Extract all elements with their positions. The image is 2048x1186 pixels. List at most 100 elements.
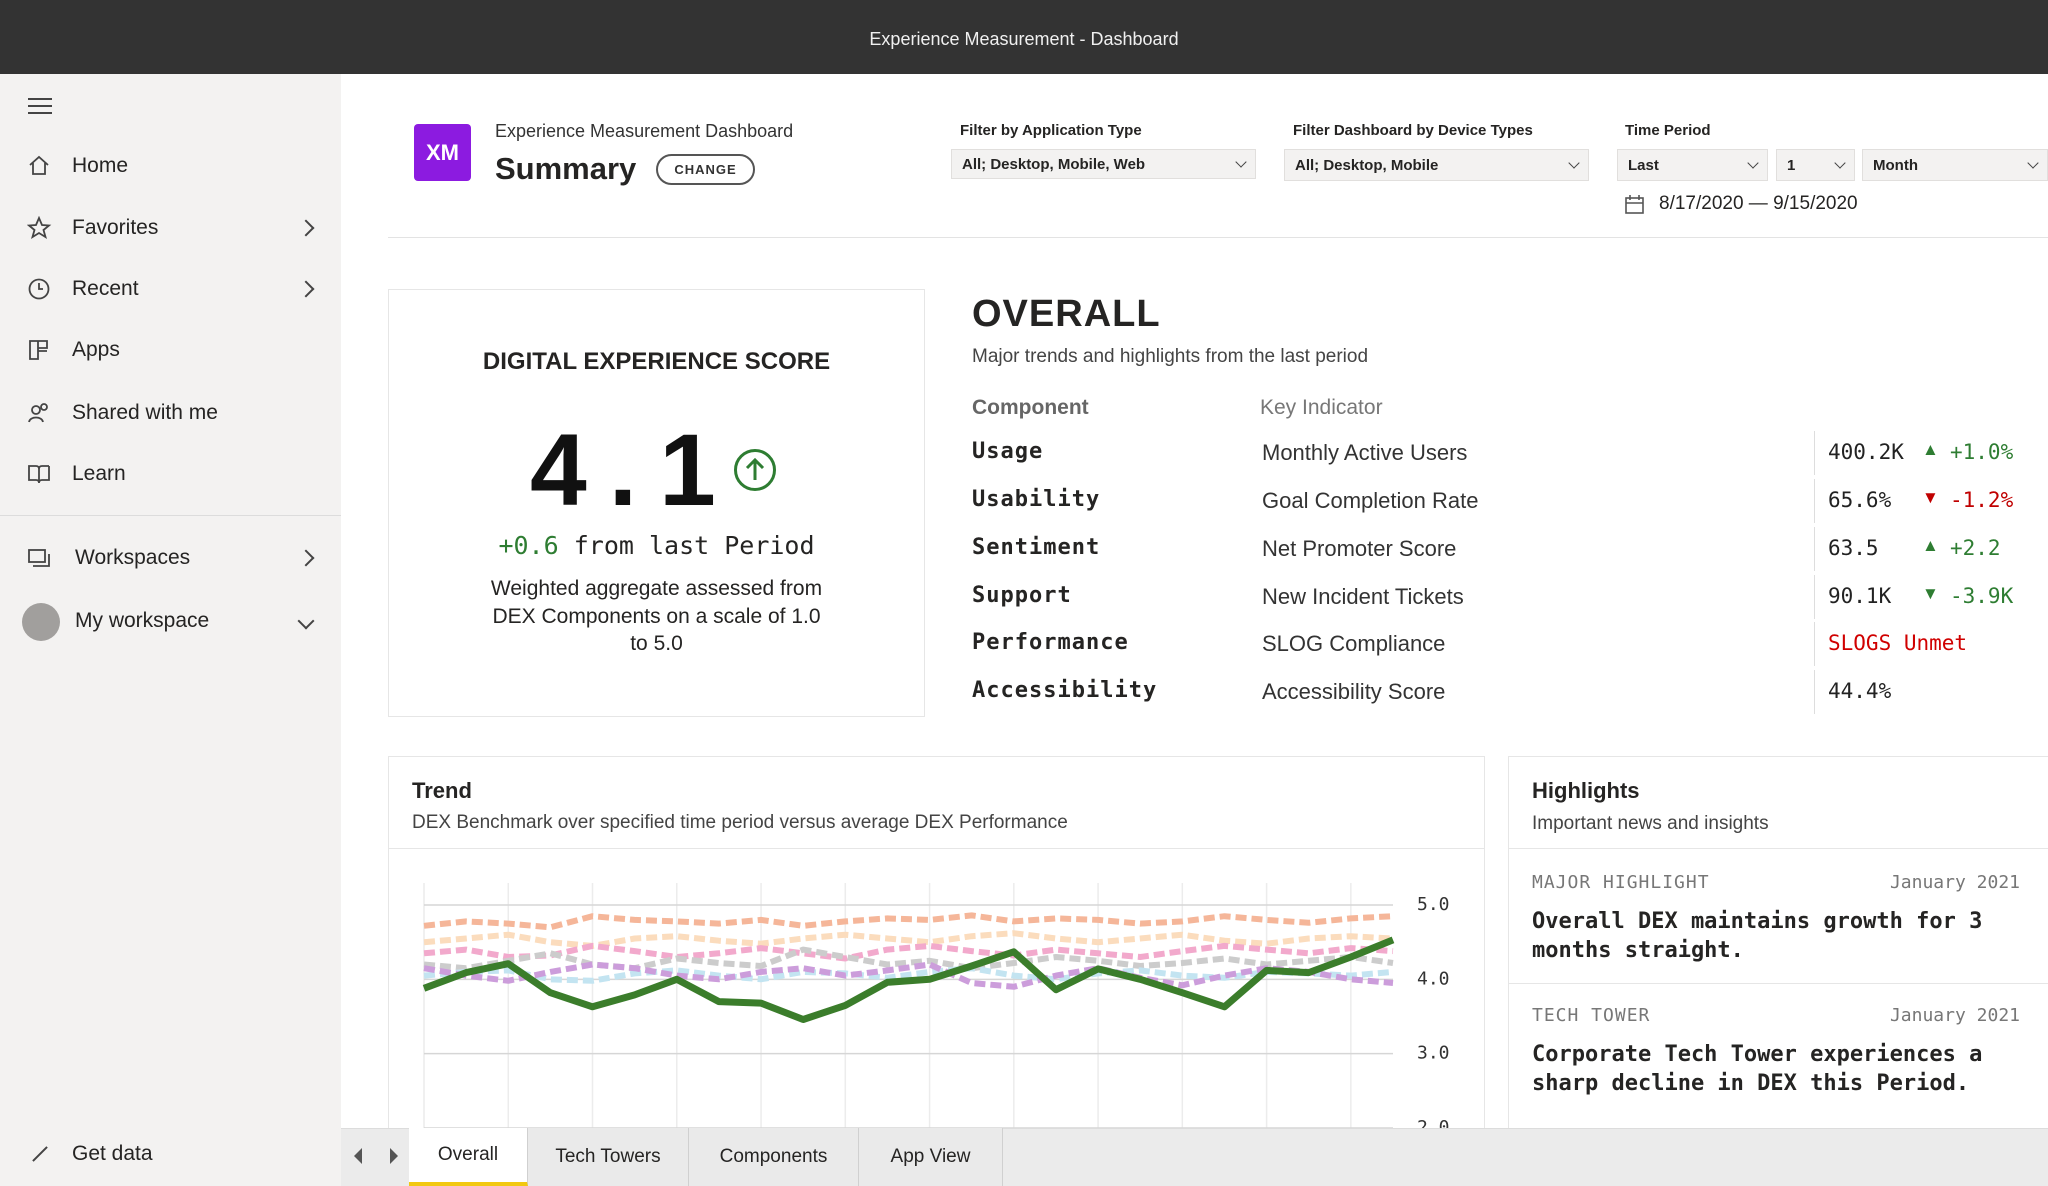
highlights-panel bbox=[1508, 756, 2048, 1186]
avatar bbox=[22, 603, 60, 641]
nav-label: Shared with me bbox=[72, 401, 218, 424]
header-title: Summary bbox=[495, 151, 637, 186]
column-divider bbox=[1814, 575, 1815, 619]
value: 400.2K bbox=[1828, 440, 1904, 464]
logo: XM bbox=[414, 124, 471, 181]
nav-label: My workspace bbox=[75, 609, 210, 632]
trend-subtitle: DEX Benchmark over specified time period… bbox=[412, 812, 1068, 833]
performance-line bbox=[422, 936, 1395, 1023]
sidebar-divider bbox=[0, 515, 341, 516]
score-title: DIGITAL EXPERIENCE SCORE bbox=[482, 348, 831, 375]
component: Accessibility bbox=[972, 678, 1158, 703]
dropdown[interactable]: Month bbox=[1862, 149, 2048, 181]
change: -3.9K bbox=[1950, 584, 2014, 608]
highlight-date: January 2021 bbox=[1889, 872, 2020, 893]
tab[interactable]: Tech Towers bbox=[528, 1128, 689, 1186]
component: Support bbox=[972, 583, 1072, 608]
dropdown-value: Last bbox=[1628, 156, 1659, 174]
nav-label: Home bbox=[72, 154, 129, 177]
value: 90.1K bbox=[1828, 584, 1892, 608]
column-divider bbox=[1814, 622, 1815, 666]
dropdown[interactable]: All; Desktop, Mobile, Web bbox=[951, 149, 1256, 179]
trend-arrow: ▲ bbox=[1922, 440, 1939, 459]
highlight-text[interactable]: Corporate Tech Tower experiences a sharp… bbox=[1532, 1042, 1983, 1096]
change: -1.2% bbox=[1950, 488, 2014, 512]
score-value: 4.1 bbox=[530, 413, 738, 527]
column-divider bbox=[1814, 527, 1815, 571]
benchmark-line bbox=[423, 930, 1394, 949]
trend-title: Trend bbox=[412, 778, 472, 803]
dropdown-value: All; Desktop, Mobile bbox=[1295, 156, 1439, 174]
nav-label: Apps bbox=[72, 338, 120, 361]
trend-arrow: ▲ bbox=[1922, 536, 1939, 555]
nav-label: Workspaces bbox=[75, 546, 191, 569]
component: Performance bbox=[972, 630, 1129, 655]
value: 44.4% bbox=[1828, 679, 1892, 703]
benchmark-line bbox=[423, 965, 1394, 984]
tab-nav[interactable] bbox=[348, 1145, 408, 1167]
column-header: Key Indicator bbox=[1260, 396, 1383, 419]
change: +1.0% bbox=[1950, 440, 2014, 464]
nav-icon bbox=[27, 216, 52, 239]
component: Usability bbox=[972, 487, 1101, 512]
tab[interactable]: App View bbox=[859, 1128, 1003, 1186]
component: Usage bbox=[972, 439, 1044, 464]
score-change-text: from last Period bbox=[573, 531, 815, 560]
y-tick-label: 5.0 bbox=[1417, 894, 1450, 915]
input[interactable]: 1 bbox=[1776, 149, 1855, 181]
dropdown[interactable]: Last bbox=[1617, 149, 1768, 181]
highlight-text[interactable]: Overall DEX maintains growth for 3 month… bbox=[1532, 909, 1983, 963]
nav-icon bbox=[29, 155, 49, 175]
value: SLOGS Unmet bbox=[1828, 631, 1968, 655]
panel-divider bbox=[388, 848, 1485, 849]
date-range: 8/17/2020 — 9/15/2020 bbox=[1659, 193, 1858, 214]
calendar-icon bbox=[1625, 195, 1644, 214]
header-subtitle: Experience Measurement Dashboard bbox=[495, 121, 794, 141]
nav-label[interactable]: Get data bbox=[72, 1142, 153, 1165]
input-value: 1 bbox=[1787, 156, 1796, 174]
filter-label: Time Period bbox=[1625, 122, 1711, 139]
column-divider bbox=[1814, 670, 1815, 714]
trend-arrow: ▼ bbox=[1922, 488, 1939, 507]
benchmark-line bbox=[423, 942, 1394, 962]
nav-label: Learn bbox=[72, 462, 126, 485]
indicator: New Incident Tickets bbox=[1262, 584, 1464, 609]
score-description: Weighted aggregate assessed from DEX Com… bbox=[490, 577, 823, 655]
indicator: Monthly Active Users bbox=[1262, 440, 1468, 465]
overall-subtitle: Major trends and highlights from the las… bbox=[972, 346, 1369, 367]
change: +2.2 bbox=[1950, 536, 2001, 560]
nav-icon bbox=[28, 549, 50, 567]
trend-up-icon bbox=[734, 449, 776, 491]
highlight-divider bbox=[1508, 983, 2048, 984]
highlights-title: Highlights bbox=[1532, 778, 1640, 803]
filter-label: Filter Dashboard by Device Types bbox=[1293, 122, 1533, 139]
tab[interactable]: Overall bbox=[409, 1128, 528, 1186]
benchmark-line bbox=[423, 961, 1394, 990]
title-bar bbox=[0, 0, 2048, 74]
dropdown-value: All; Desktop, Mobile, Web bbox=[962, 155, 1146, 173]
nav-label: Favorites bbox=[72, 216, 159, 239]
indicator: Net Promoter Score bbox=[1262, 536, 1457, 561]
menu-icon[interactable] bbox=[26, 96, 54, 116]
trend-arrow: ▼ bbox=[1922, 584, 1939, 603]
indicator: Goal Completion Rate bbox=[1262, 488, 1479, 513]
value: 65.6% bbox=[1828, 488, 1892, 512]
panel-divider bbox=[1508, 848, 2048, 849]
score-card bbox=[388, 289, 925, 717]
nav-icon bbox=[28, 278, 50, 300]
nav-icon bbox=[28, 465, 50, 484]
component: Sentiment bbox=[972, 535, 1101, 560]
nav-icon bbox=[28, 403, 48, 423]
dropdown[interactable]: All; Desktop, Mobile bbox=[1284, 149, 1589, 181]
header-divider bbox=[388, 237, 2048, 238]
change-button[interactable]: CHANGE bbox=[656, 154, 755, 185]
dropdown-value: Month bbox=[1873, 156, 1918, 174]
indicator: Accessibility Score bbox=[1262, 679, 1446, 704]
benchmark-line bbox=[423, 946, 1394, 972]
y-tick-label: 4.0 bbox=[1417, 968, 1450, 989]
column-divider bbox=[1814, 479, 1815, 523]
score-change-line: +0.6 from last Period bbox=[388, 531, 925, 560]
tab[interactable]: Components bbox=[689, 1128, 859, 1186]
